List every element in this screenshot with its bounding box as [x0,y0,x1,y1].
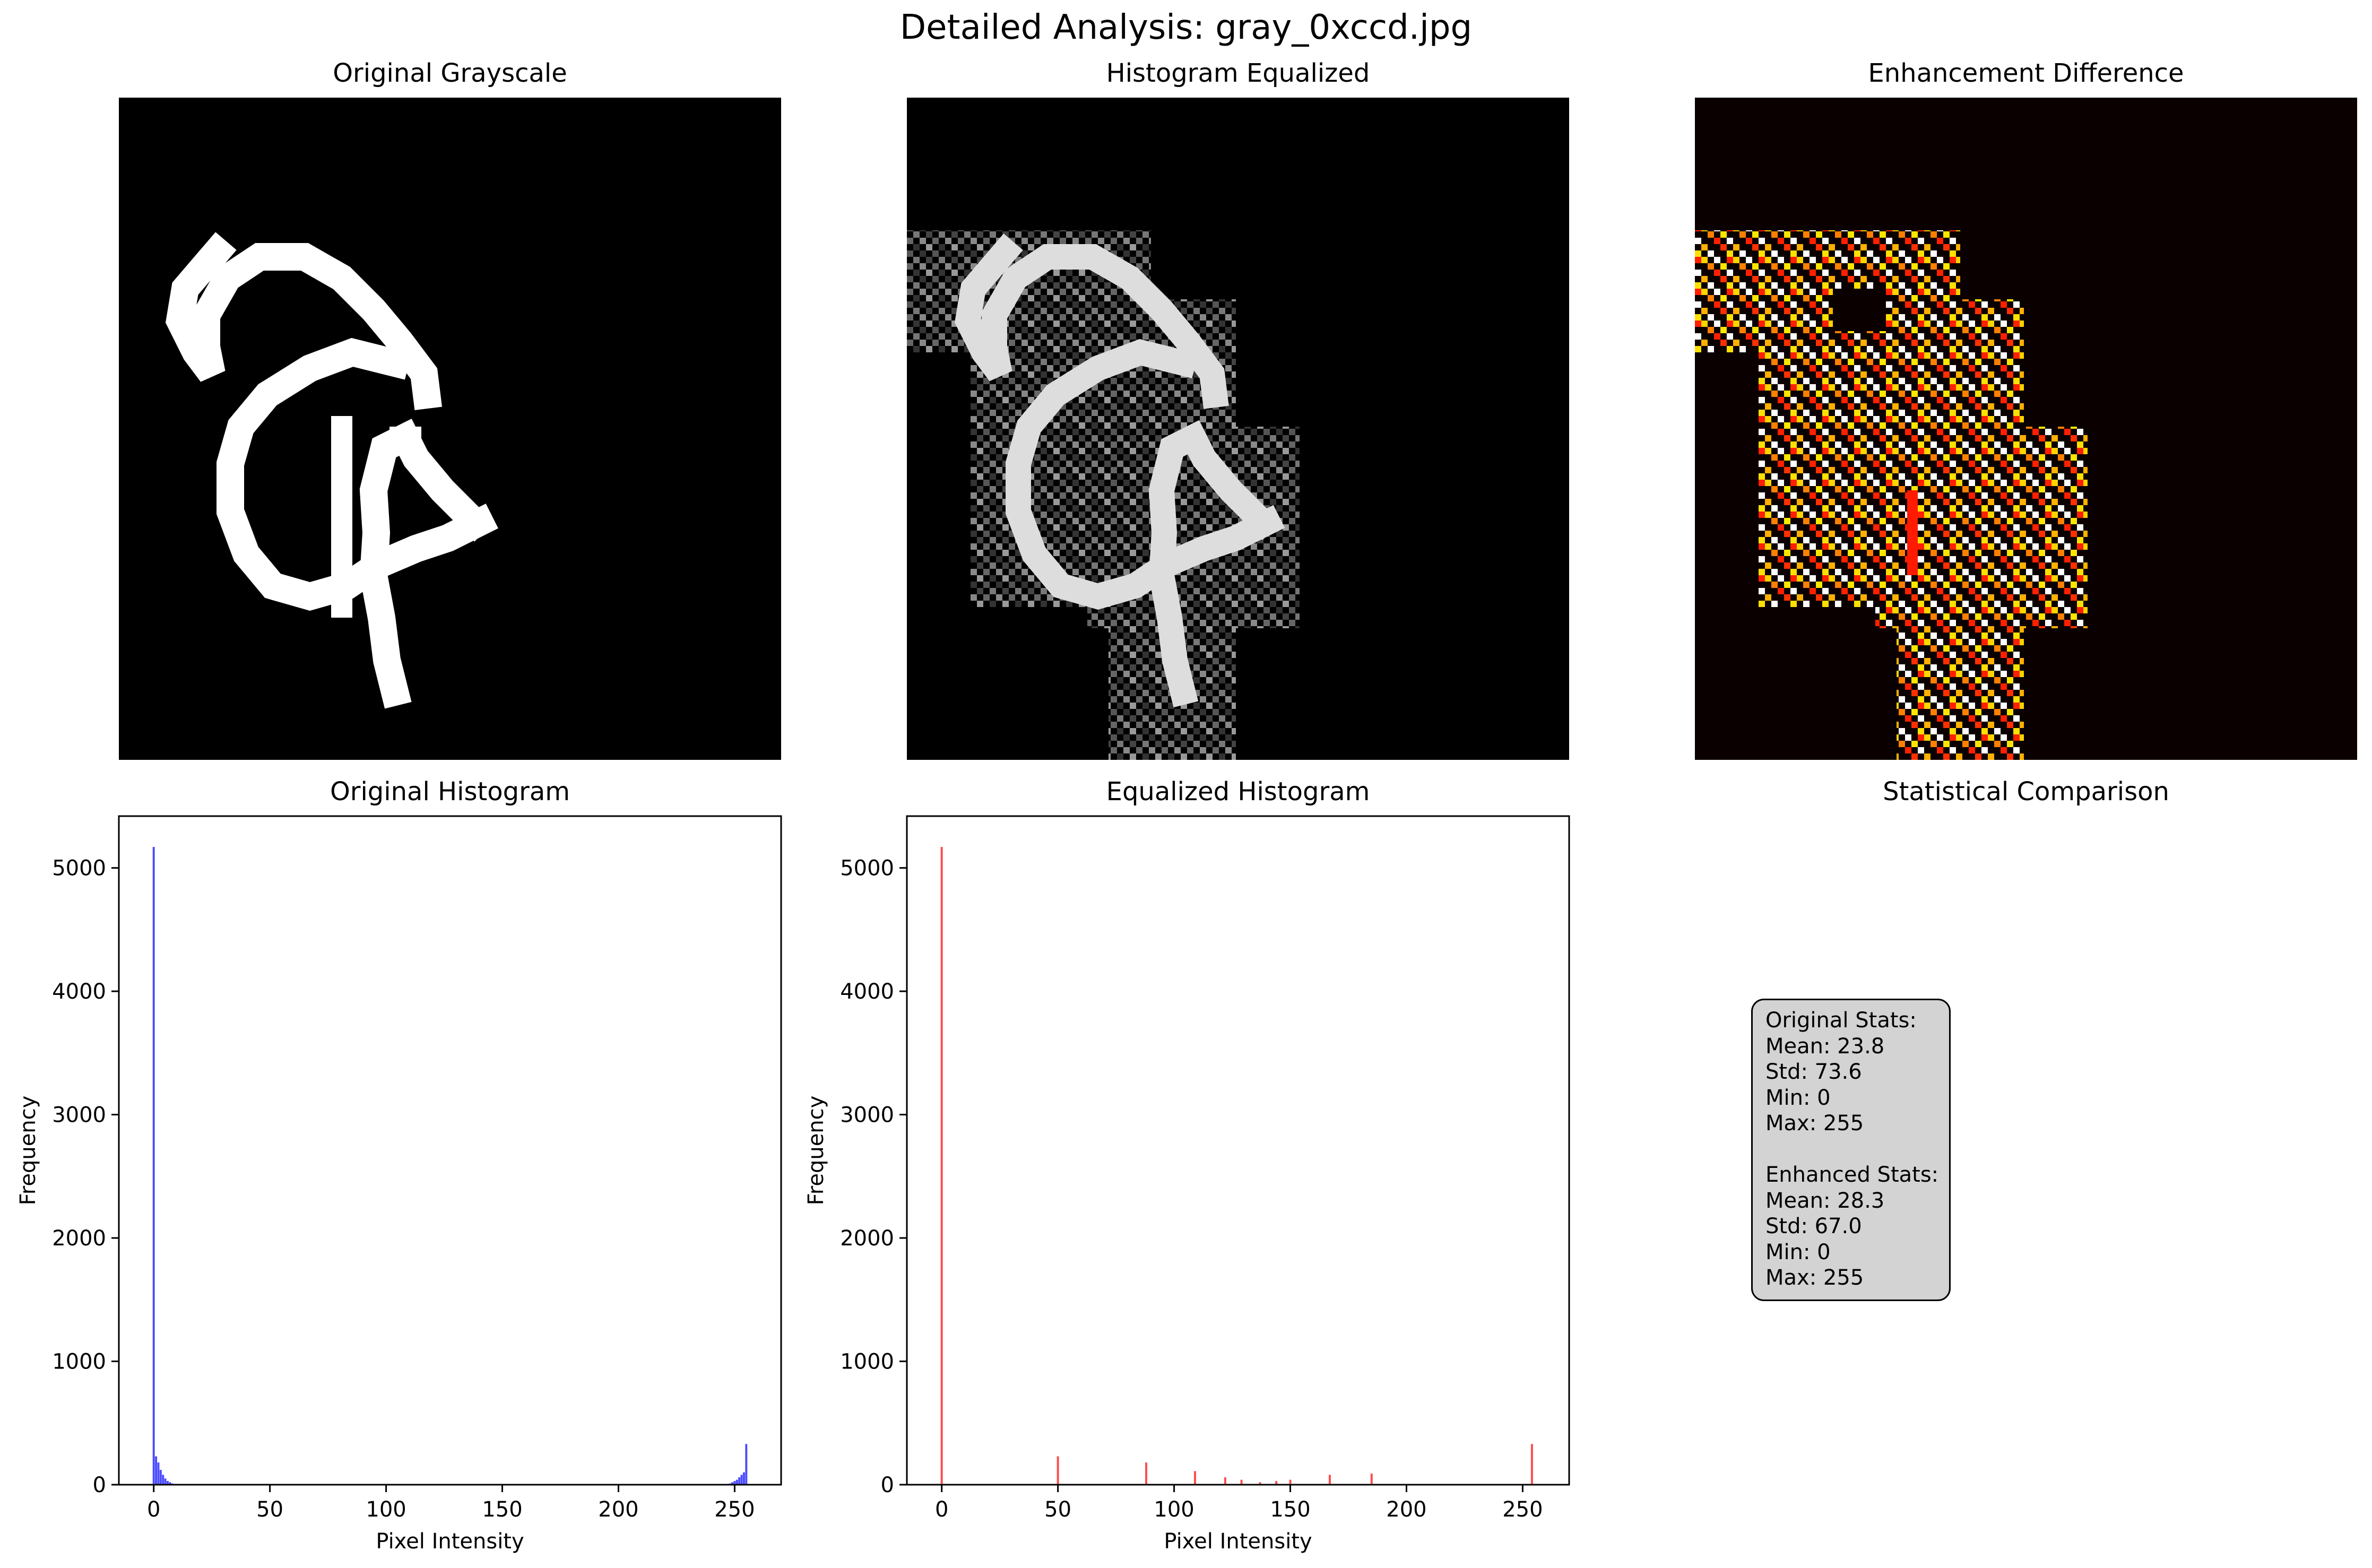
x-tick-label: 50 [256,1497,283,1522]
x-tick-label: 150 [1270,1497,1310,1522]
y-axis-label: Frequency [804,1096,828,1206]
histogram-bar [1275,1481,1278,1485]
stats-line: Min: 0 [1765,1240,1831,1264]
x-axis-label: Pixel Intensity [376,1529,524,1554]
original-grayscale-image [119,98,781,760]
equalized-image-title: Histogram Equalized [1106,58,1370,88]
original-histogram-title: Original Histogram [330,777,570,807]
x-tick-label: 0 [935,1497,948,1522]
stats-line: Enhanced Stats: [1765,1163,1939,1187]
histogram-bar [152,847,155,1485]
histogram-bar [940,847,943,1485]
x-tick-label: 250 [1502,1497,1543,1522]
histogram-bar [1328,1475,1331,1485]
x-tick-label: 100 [1154,1497,1194,1522]
stats-line: Max: 255 [1765,1266,1864,1290]
histogram-bar [745,1444,748,1485]
histogram-bar [735,1479,738,1485]
histogram-bar [1194,1471,1196,1485]
figure-title: Detailed Analysis: gray_0xccd.jpg [899,8,1473,47]
equalized-histogram-chart: 0 50 100 150 200 250 0 1000 2000 3000 4000 5000 Pixe… [804,815,1570,1554]
histogram-bar [738,1477,741,1485]
original-image-title: Original Grayscale [333,58,567,88]
stats-line: Max: 255 [1765,1111,1864,1136]
histogram-bar [164,1478,167,1485]
y-tick-label: 5000 [52,856,106,881]
stats-line: Original Stats: [1765,1008,1917,1033]
difference-image [1695,98,2357,760]
y-axis-label: Frequency [16,1096,40,1206]
y-tick-label: 4000 [840,980,894,1004]
histogram-bar [155,1456,158,1485]
x-tick-label: 200 [598,1497,638,1522]
equalized-histogram-title: Equalized Histogram [1106,777,1370,807]
y-tick-label: 0 [881,1473,894,1497]
histogram-bar [166,1481,169,1485]
histogram-bar [742,1472,745,1485]
histogram-bar [169,1482,171,1485]
x-tick-label: 50 [1044,1497,1071,1522]
x-tick-label: 250 [714,1497,755,1522]
y-tick-label: 3000 [840,1103,894,1128]
y-tick-label: 0 [93,1473,106,1497]
plot-frame [906,815,1570,1486]
histogram-bar [1240,1479,1243,1485]
y-tick-label: 5000 [840,856,894,881]
stats-line: Min: 0 [1765,1085,1831,1110]
stats-box: Original Stats: Mean: 23.8 Std: 73.6 Min: 0… [1751,999,1951,1301]
histogram-bar [159,1470,162,1485]
histogram-bar [1259,1482,1261,1485]
histogram-bar [162,1475,165,1485]
x-tick-label: 0 [147,1497,160,1522]
y-tick-label: 2000 [52,1226,106,1251]
histogram-bar [740,1475,743,1485]
y-tick-label: 1000 [52,1350,106,1374]
y-tick-label: 2000 [840,1226,894,1251]
stats-line: Std: 67.0 [1765,1214,1862,1238]
histogram-bar [1145,1462,1148,1485]
stats-title: Statistical Comparison [1883,777,2169,807]
stats-line [1765,1137,1949,1163]
plot-frame [118,815,782,1486]
histogram-bar [1057,1456,1059,1485]
x-tick-label: 100 [366,1497,406,1522]
histogram-bar [1370,1474,1373,1485]
histogram-bar [1530,1444,1533,1485]
x-axis-label: Pixel Intensity [1164,1529,1312,1554]
histogram-bar [733,1481,736,1485]
original-histogram-chart: 0 50 100 150 200 250 0 1000 2000 3000 4000 5000 Pixe… [16,815,782,1554]
y-tick-label: 3000 [52,1103,106,1128]
histogram-bar [1224,1477,1226,1485]
x-tick-label: 200 [1386,1497,1426,1522]
y-tick-label: 4000 [52,980,106,1004]
stats-line: Mean: 28.3 [1765,1188,1885,1213]
y-tick-label: 1000 [840,1350,894,1374]
stats-line: Mean: 23.8 [1765,1034,1885,1059]
difference-image-title: Enhancement Difference [1868,58,2184,88]
histogram-bar [1289,1479,1292,1485]
histogram-bar [731,1482,734,1485]
equalized-image [907,98,1569,760]
stats-line: Std: 73.6 [1765,1060,1862,1084]
histogram-bar [157,1462,160,1485]
x-tick-label: 150 [482,1497,522,1522]
